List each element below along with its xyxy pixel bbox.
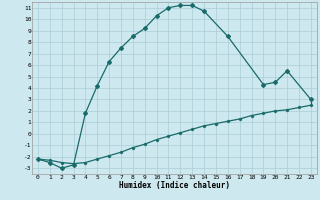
X-axis label: Humidex (Indice chaleur): Humidex (Indice chaleur) xyxy=(119,181,230,190)
